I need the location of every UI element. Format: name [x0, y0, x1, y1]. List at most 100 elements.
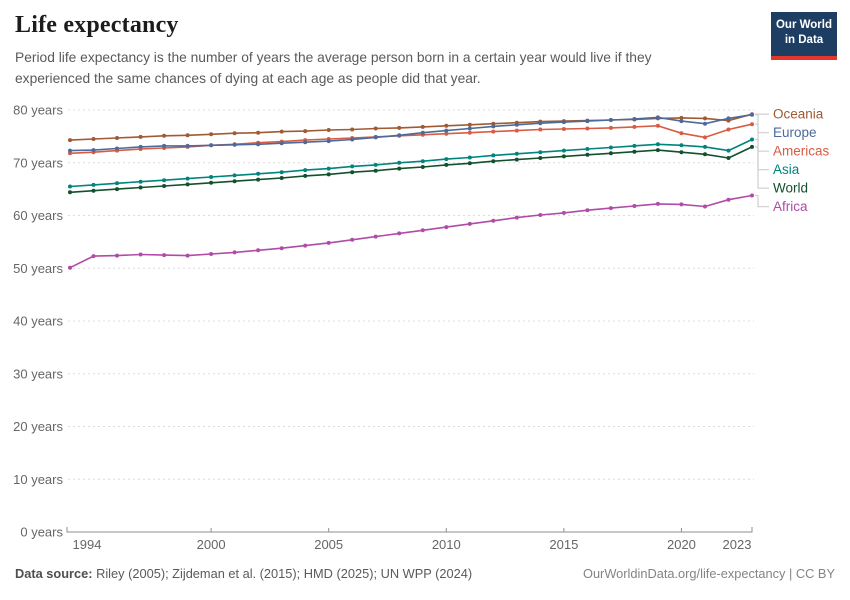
data-point[interactable] — [397, 166, 402, 171]
data-point[interactable] — [138, 252, 143, 257]
data-point[interactable] — [397, 125, 402, 130]
data-point[interactable] — [209, 143, 214, 148]
data-point[interactable] — [703, 116, 707, 121]
data-point[interactable] — [397, 231, 402, 236]
data-point[interactable] — [209, 252, 214, 256]
series-europe[interactable] — [68, 112, 754, 153]
data-point[interactable] — [514, 215, 519, 220]
data-point[interactable] — [632, 143, 637, 148]
data-point[interactable] — [538, 121, 543, 126]
data-point[interactable] — [726, 197, 731, 202]
data-point[interactable] — [162, 184, 167, 188]
data-point[interactable] — [608, 151, 613, 156]
data-point[interactable] — [608, 145, 613, 150]
data-point[interactable] — [115, 181, 119, 186]
data-point[interactable] — [326, 166, 331, 171]
data-point[interactable] — [444, 131, 449, 136]
data-point[interactable] — [279, 141, 284, 146]
data-point[interactable] — [256, 171, 261, 176]
series-africa[interactable] — [68, 193, 754, 270]
data-point[interactable] — [467, 221, 472, 226]
data-point[interactable] — [608, 118, 613, 122]
data-point[interactable] — [279, 246, 284, 251]
data-point[interactable] — [91, 137, 96, 141]
data-point[interactable] — [350, 137, 355, 142]
data-point[interactable] — [326, 128, 331, 132]
data-point[interactable] — [679, 150, 684, 155]
data-point[interactable] — [138, 179, 143, 184]
data-point[interactable] — [397, 160, 402, 165]
data-point[interactable] — [726, 148, 731, 153]
data-point[interactable] — [703, 121, 707, 126]
data-point[interactable] — [115, 253, 119, 258]
data-point[interactable] — [467, 122, 472, 127]
legend-label-americas[interactable]: Americas — [773, 144, 830, 159]
data-point[interactable] — [209, 175, 214, 179]
data-point[interactable] — [632, 124, 637, 129]
data-point[interactable] — [538, 213, 543, 217]
legend-label-world[interactable]: World — [773, 181, 808, 196]
data-point[interactable] — [91, 188, 96, 193]
data-point[interactable] — [115, 187, 119, 192]
data-point[interactable] — [256, 177, 261, 182]
data-point[interactable] — [68, 190, 72, 195]
data-point[interactable] — [326, 139, 331, 144]
data-point[interactable] — [726, 127, 731, 132]
data-point[interactable] — [373, 168, 378, 173]
data-point[interactable] — [514, 122, 519, 127]
data-point[interactable] — [514, 151, 519, 156]
data-point[interactable] — [373, 162, 378, 167]
data-point[interactable] — [350, 170, 355, 175]
data-point[interactable] — [91, 254, 96, 259]
data-point[interactable] — [608, 125, 613, 130]
legend-label-africa[interactable]: Africa — [773, 199, 808, 214]
data-point[interactable] — [655, 201, 660, 206]
data-point[interactable] — [491, 124, 496, 129]
data-point[interactable] — [397, 133, 402, 138]
data-point[interactable] — [350, 237, 355, 242]
line-europe[interactable] — [69, 113, 753, 152]
data-point[interactable] — [608, 206, 613, 211]
line-world[interactable] — [69, 146, 753, 194]
data-point[interactable] — [350, 127, 355, 132]
data-point[interactable] — [726, 156, 731, 160]
series-oceania[interactable] — [68, 112, 754, 143]
data-point[interactable] — [655, 142, 660, 147]
data-point[interactable] — [209, 180, 214, 185]
data-point[interactable] — [679, 143, 684, 148]
data-point[interactable] — [420, 165, 425, 169]
data-point[interactable] — [703, 144, 707, 149]
data-point[interactable] — [750, 144, 754, 149]
data-point[interactable] — [420, 159, 425, 164]
data-point[interactable] — [303, 168, 308, 173]
data-point[interactable] — [256, 130, 261, 135]
data-point[interactable] — [561, 127, 566, 131]
line-americas[interactable] — [69, 123, 753, 155]
data-point[interactable] — [538, 150, 543, 155]
data-point[interactable] — [350, 164, 355, 169]
data-point[interactable] — [185, 182, 190, 187]
data-point[interactable] — [162, 143, 167, 148]
data-point[interactable] — [326, 172, 331, 177]
data-point[interactable] — [91, 148, 96, 153]
data-point[interactable] — [750, 122, 754, 127]
data-point[interactable] — [256, 248, 261, 253]
data-point[interactable] — [561, 148, 566, 153]
data-point[interactable] — [679, 131, 684, 136]
data-point[interactable] — [279, 170, 284, 175]
data-point[interactable] — [232, 142, 237, 147]
data-point[interactable] — [303, 129, 308, 134]
legend-label-oceania[interactable]: Oceania — [773, 107, 824, 122]
data-point[interactable] — [750, 193, 754, 198]
legend-label-europe[interactable]: Europe — [773, 125, 817, 140]
data-point[interactable] — [303, 243, 308, 248]
data-point[interactable] — [585, 119, 590, 124]
data-point[interactable] — [209, 132, 214, 137]
data-point[interactable] — [420, 124, 425, 129]
data-point[interactable] — [585, 126, 590, 131]
data-point[interactable] — [162, 178, 167, 183]
data-point[interactable] — [68, 138, 72, 143]
data-point[interactable] — [467, 161, 472, 166]
data-point[interactable] — [585, 152, 590, 157]
data-point[interactable] — [420, 228, 425, 233]
